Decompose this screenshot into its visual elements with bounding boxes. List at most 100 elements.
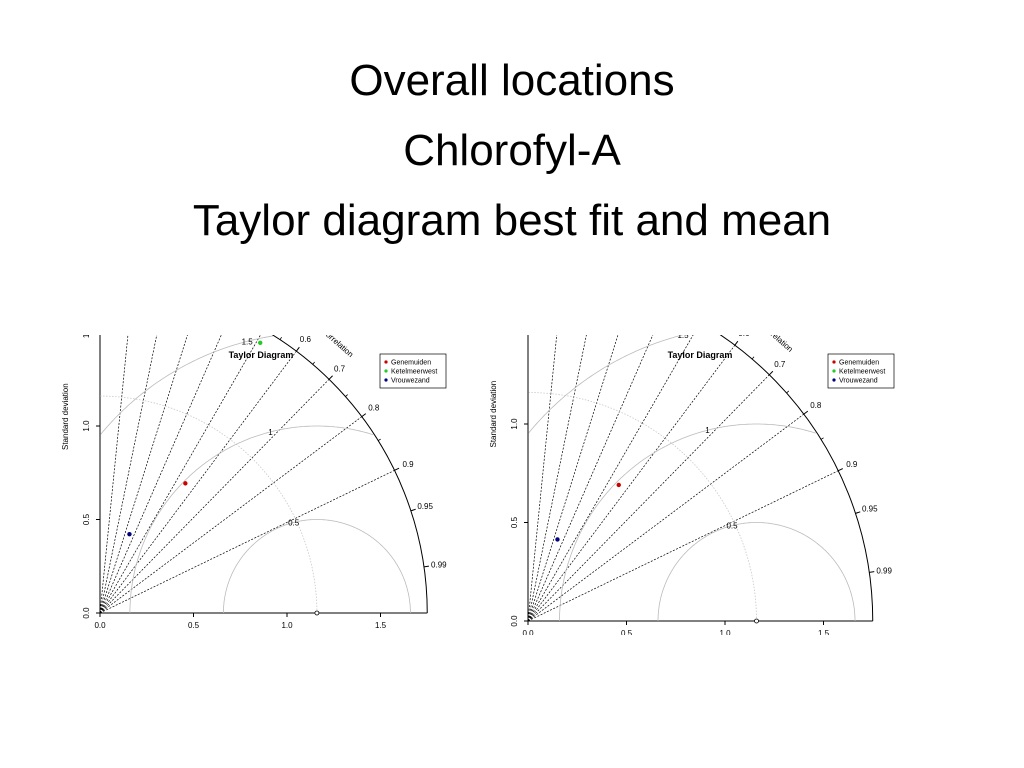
data-point-ketelmeerwest [258, 340, 263, 345]
y-tick-label: 1.5 [82, 335, 91, 338]
correlation-line [527, 335, 558, 622]
correlation-tick-mark [423, 565, 429, 568]
correlation-tick-label: 0.8 [810, 401, 822, 410]
correlation-minor-tick [855, 512, 859, 514]
correlation-minor-tick [279, 336, 282, 340]
legend-marker [384, 360, 388, 364]
x-tick-label: 1.0 [281, 621, 293, 630]
reference-point [314, 610, 320, 616]
rms-circle [223, 519, 411, 613]
data-point-genemuiden [616, 482, 621, 488]
x-tick-label: 0.5 [621, 629, 633, 635]
data-point-genemuiden [183, 481, 188, 486]
legend-label: Ketelmeerwest [391, 369, 437, 376]
correlation-line [99, 350, 297, 614]
correlation-tick-label: 0.7 [774, 360, 786, 369]
x-tick-label: 1.0 [719, 629, 731, 635]
y-tick-label: 0.5 [82, 513, 91, 525]
correlation-line [99, 335, 129, 614]
legend-marker [384, 369, 388, 373]
x-tick-label: 1.5 [375, 621, 387, 630]
y-tick-label: 0.5 [510, 516, 519, 528]
legend-marker [832, 378, 836, 382]
x-tick-label: 1.5 [818, 629, 830, 635]
correlation-line [527, 413, 805, 622]
correlation-line [527, 374, 770, 622]
correlation-minor-tick [410, 509, 414, 512]
correlation-line [527, 344, 736, 622]
outer-arc [271, 335, 428, 614]
correlation-line [99, 335, 158, 614]
correlation-line [99, 335, 261, 614]
y-tick-label: 0.0 [510, 615, 519, 627]
data-point-vrouwezand [127, 531, 132, 537]
outer-arc [719, 335, 874, 622]
correlation-line [527, 335, 619, 622]
correlation-tick-label: 0.95 [862, 505, 878, 514]
correlation-tick-label: 0.6 [738, 335, 750, 338]
y-tick-label: 0.0 [82, 607, 91, 619]
correlation-line [527, 335, 587, 622]
rms-label: 0.5 [726, 522, 738, 531]
correlation-tick-mark [838, 468, 843, 472]
correlation-minor-tick [377, 438, 381, 441]
correlation-tick-mark [734, 340, 739, 346]
rms-circle [129, 425, 374, 613]
title-line-1: Overall locations [349, 56, 675, 105]
correlation-axis-label: Correlation [759, 335, 794, 354]
legend-marker [384, 378, 388, 382]
correlation-minor-tick [345, 394, 348, 397]
correlation-tick-label: 0.99 [431, 561, 447, 570]
title-line-3: Taylor diagram best fit and mean [192, 196, 832, 245]
correlation-tick-label: 0.9 [402, 460, 414, 469]
rms-label: 1 [705, 426, 710, 435]
x-tick-label: 0.5 [188, 621, 200, 630]
rms-circle [559, 423, 816, 621]
legend-marker [832, 360, 836, 364]
rms-label: 1 [268, 428, 273, 437]
correlation-line [527, 470, 839, 622]
correlation-line [99, 416, 363, 614]
correlation-tick-mark [803, 410, 809, 415]
correlation-axis-label: Correlation [320, 335, 355, 359]
x-tick-label: 0.0 [94, 621, 106, 630]
chart-title: Taylor Diagram [229, 350, 294, 360]
correlation-tick-label: 0.99 [876, 566, 892, 575]
taylor-diagram-left: Taylor Diagram 0.0 0.5 1.0 1.5 0.0 0.5 1.0 1.5 St… [61, 335, 447, 630]
correlation-tick-mark [328, 375, 333, 380]
correlation-tick-label: 0.8 [368, 404, 380, 413]
y-axis-label: Standard deviation [489, 381, 498, 448]
correlation-line [527, 335, 694, 622]
correlation-tick-mark [394, 467, 400, 471]
legend-marker [832, 369, 836, 373]
rms-circle [100, 335, 274, 435]
legend-box [827, 353, 895, 389]
correlation-tick-label: 0.9 [846, 460, 858, 469]
rms-label: 1.5 [242, 337, 254, 346]
correlation-tick-label: 0.6 [300, 335, 312, 344]
x-tick-label: 0.0 [522, 629, 534, 635]
rms-circle [528, 335, 684, 434]
chart-title: Taylor Diagram [668, 350, 733, 360]
correlation-tick-label: 0.95 [417, 502, 433, 511]
legend-label: Vrouwezand [839, 378, 878, 385]
correlation-tick-mark [295, 346, 300, 352]
rms-circle [657, 522, 856, 621]
legend-label: Genemuiden [839, 360, 879, 367]
rms-label: 0.5 [288, 518, 300, 527]
correlation-tick-mark [768, 370, 774, 376]
correlation-tick-label: 0.7 [334, 365, 346, 374]
correlation-line [99, 335, 188, 614]
legend-box [379, 353, 447, 389]
rms-label: 1.5 [677, 335, 689, 340]
legend-label: Ketelmeerwest [839, 369, 885, 376]
correlation-tick-mark [869, 571, 875, 573]
legend-label: Vrouwezand [391, 378, 430, 385]
y-tick-label: 1.0 [510, 418, 519, 430]
y-tick-label: 1.0 [82, 420, 91, 432]
taylor-diagram-right: Taylor Diagram 0.0 0.5 1.0 1.5 0.0 0.5 1.0 1.5 St… [489, 335, 895, 635]
correlation-line [527, 335, 654, 622]
correlation-minor-tick [751, 356, 755, 360]
legend-label: Genemuiden [391, 360, 431, 367]
correlation-minor-tick [312, 361, 315, 365]
